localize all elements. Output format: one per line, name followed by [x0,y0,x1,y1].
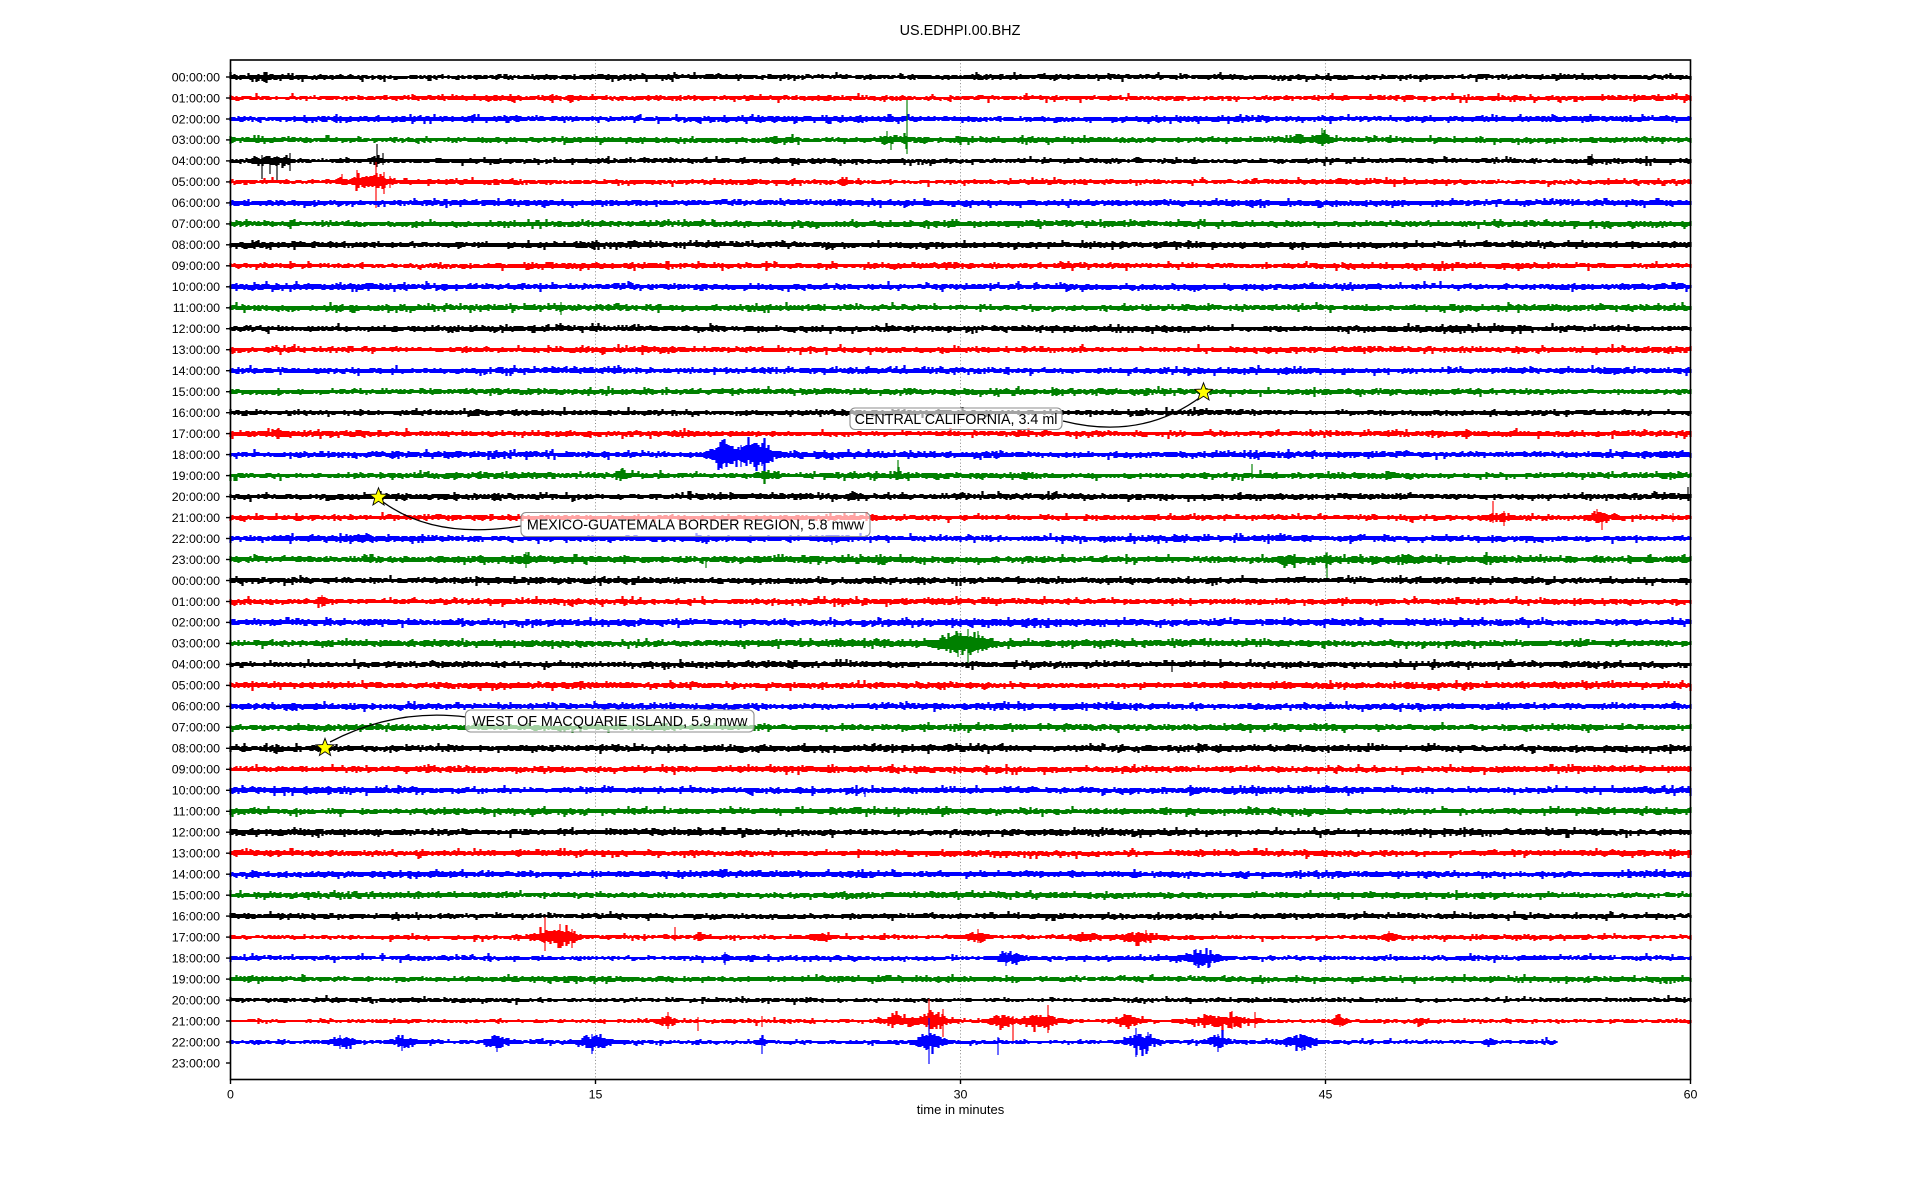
svg-text:14:00:00: 14:00:00 [172,364,220,378]
svg-text:MEXICO-GUATEMALA BORDER REGION: MEXICO-GUATEMALA BORDER REGION, 5.8 mww [527,518,865,534]
svg-text:11:00:00: 11:00:00 [173,301,220,315]
svg-text:18:00:00: 18:00:00 [172,448,220,462]
svg-text:04:00:00: 04:00:00 [172,154,220,168]
svg-text:45: 45 [1319,1088,1333,1102]
svg-text:07:00:00: 07:00:00 [172,721,220,735]
svg-text:15:00:00: 15:00:00 [172,889,220,903]
svg-text:WEST OF MACQUARIE ISLAND, 5.9: WEST OF MACQUARIE ISLAND, 5.9 mww [472,714,748,730]
svg-text:19:00:00: 19:00:00 [172,469,220,483]
svg-text:11:00:00: 11:00:00 [173,805,220,819]
svg-text:18:00:00: 18:00:00 [172,951,220,965]
svg-text:23:00:00: 23:00:00 [172,1056,220,1070]
svg-text:04:00:00: 04:00:00 [172,658,220,672]
svg-text:US.EDHPI.00.BHZ: US.EDHPI.00.BHZ [900,23,1021,39]
svg-text:60: 60 [1684,1088,1698,1102]
svg-text:12:00:00: 12:00:00 [172,322,220,336]
svg-text:10:00:00: 10:00:00 [172,784,220,798]
svg-text:0: 0 [227,1088,234,1102]
svg-text:05:00:00: 05:00:00 [172,679,220,693]
svg-text:05:00:00: 05:00:00 [172,175,220,189]
svg-text:17:00:00: 17:00:00 [172,427,220,441]
svg-text:08:00:00: 08:00:00 [172,238,220,252]
svg-text:16:00:00: 16:00:00 [172,406,220,420]
svg-text:03:00:00: 03:00:00 [172,133,220,147]
svg-text:19:00:00: 19:00:00 [172,972,220,986]
svg-text:02:00:00: 02:00:00 [172,616,220,630]
svg-text:13:00:00: 13:00:00 [172,343,220,357]
svg-text:21:00:00: 21:00:00 [172,1014,220,1028]
svg-text:time in minutes: time in minutes [917,1102,1005,1117]
svg-text:09:00:00: 09:00:00 [172,763,220,777]
svg-text:07:00:00: 07:00:00 [172,217,220,231]
svg-text:15:00:00: 15:00:00 [172,385,220,399]
svg-text:06:00:00: 06:00:00 [172,196,220,210]
svg-text:16:00:00: 16:00:00 [172,909,220,923]
svg-text:06:00:00: 06:00:00 [172,700,220,714]
svg-text:17:00:00: 17:00:00 [172,930,220,944]
svg-text:00:00:00: 00:00:00 [172,70,220,84]
svg-text:12:00:00: 12:00:00 [172,826,220,840]
svg-text:21:00:00: 21:00:00 [172,511,220,525]
svg-text:00:00:00: 00:00:00 [172,574,220,588]
svg-text:08:00:00: 08:00:00 [172,742,220,756]
svg-text:03:00:00: 03:00:00 [172,637,220,651]
svg-text:13:00:00: 13:00:00 [172,847,220,861]
svg-text:09:00:00: 09:00:00 [172,259,220,273]
svg-text:20:00:00: 20:00:00 [172,490,220,504]
svg-text:22:00:00: 22:00:00 [172,532,220,546]
svg-text:01:00:00: 01:00:00 [172,595,220,609]
svg-text:CENTRAL CALIFORNIA, 3.4 ml: CENTRAL CALIFORNIA, 3.4 ml [855,412,1058,428]
svg-text:10:00:00: 10:00:00 [172,280,220,294]
svg-text:23:00:00: 23:00:00 [172,553,220,567]
svg-text:30: 30 [954,1088,968,1102]
svg-text:01:00:00: 01:00:00 [172,91,220,105]
svg-text:20:00:00: 20:00:00 [172,993,220,1007]
svg-text:14:00:00: 14:00:00 [172,868,220,882]
svg-text:15: 15 [589,1088,603,1102]
svg-text:02:00:00: 02:00:00 [172,112,220,126]
svg-text:22:00:00: 22:00:00 [172,1035,220,1049]
